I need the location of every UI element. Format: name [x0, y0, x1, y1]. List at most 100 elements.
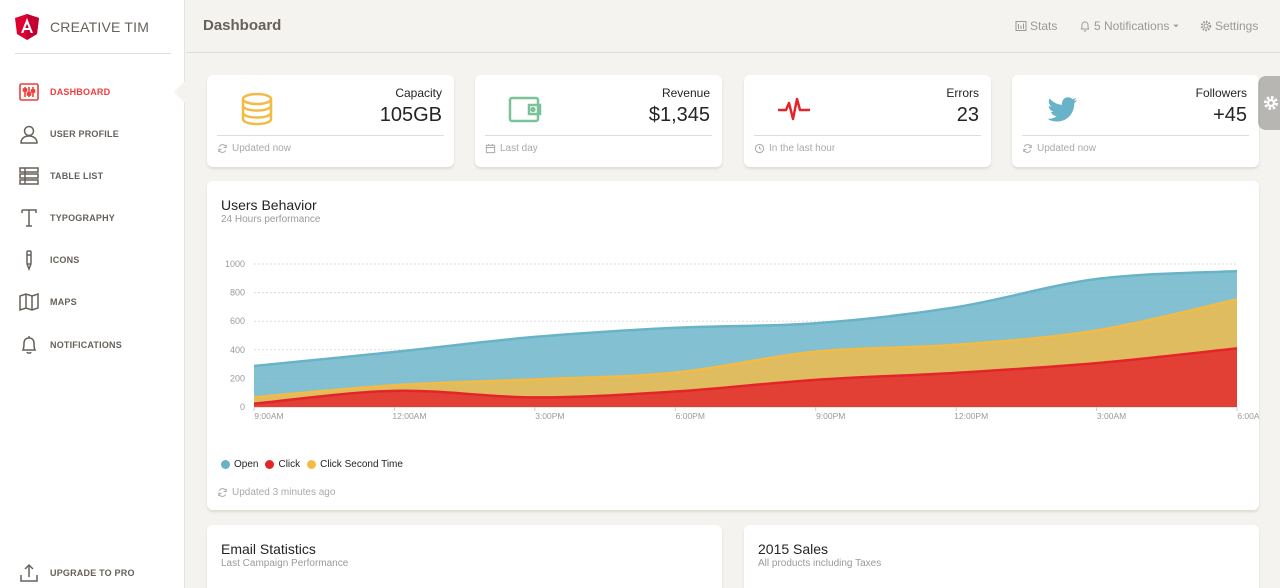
stat-footer: Updated now [217, 143, 291, 154]
sidebar-item-user-profile[interactable]: USER PROFILE [18, 119, 178, 149]
legend-dot [265, 460, 275, 469]
stat-footer-text: In the last hour [769, 143, 836, 154]
stats-label: Stats [1030, 19, 1058, 33]
sidebar-item-label: TABLE LIST [50, 171, 104, 181]
stat-value: 105GB [379, 104, 442, 126]
pencil-icon [26, 250, 32, 271]
stat-value: +45 [1213, 104, 1247, 126]
chart-footer: Updated 3 minutes ago [217, 487, 335, 498]
x-tick-label: 6:00PM [676, 411, 705, 421]
sidebar-item-table-list[interactable]: TABLE LIST [18, 161, 178, 191]
card-subtitle: Last Campaign Performance [221, 558, 349, 569]
card-title: Email Statistics [221, 541, 316, 557]
legend-item-click: Click [265, 459, 300, 470]
sidebar-item-label: TYPOGRAPHY [50, 213, 116, 223]
sidebar-item-label: DASHBOARD [50, 87, 111, 97]
stat-label: Capacity [395, 86, 442, 100]
y-tick-label: 600 [230, 316, 245, 326]
notifications-label: 5 Notifications [1094, 19, 1170, 33]
notifications-dropdown[interactable]: 5 Notifications [1079, 19, 1180, 33]
stat-label: Errors [946, 86, 979, 100]
line-click [253, 347, 1238, 405]
legend-dot [221, 460, 230, 469]
stat-label: Followers [1195, 86, 1247, 100]
x-tick-label: 3:00PM [535, 411, 564, 421]
settings-link[interactable]: Settings [1200, 19, 1258, 33]
stat-footer: Updated now [1022, 143, 1096, 154]
users-behavior-card: Users Behavior 24 Hours performance 0 200… [207, 181, 1259, 510]
y-tick-label: 200 [230, 373, 245, 383]
bell-icon [21, 336, 37, 354]
settings-label: Settings [1215, 19, 1259, 33]
chart-legend: Open Click Click Second Time [221, 459, 403, 470]
stat-card-revenue: Revenue $1,345 Last day [475, 75, 722, 167]
area-click [254, 348, 1237, 407]
y-tick-label: 0 [240, 402, 245, 412]
table-list-icon [19, 167, 39, 185]
chart-footer-text: Updated 3 minutes ago [232, 487, 336, 498]
x-tick-label: 12:00PM [954, 411, 988, 421]
sidebar-item-upgrade[interactable]: UPGRADE TO PRO [18, 558, 178, 588]
brand[interactable]: CREATIVE TIM [15, 12, 171, 54]
gear-icon [1200, 20, 1212, 32]
line-open [253, 269, 1238, 368]
sidebar-item-notifications[interactable]: NOTIFICATIONS [18, 330, 178, 360]
legend-label: Open [234, 459, 259, 470]
legend-label: Click [278, 459, 301, 470]
sidebar-item-maps[interactable]: MAPS [18, 287, 178, 317]
active-caret [174, 81, 185, 103]
stat-value: $1,345 [648, 104, 710, 126]
upload-icon [20, 563, 38, 582]
email-statistics-card: Email Statistics Last Campaign Performan… [207, 525, 722, 588]
chart-subtitle: 24 Hours performance [221, 214, 321, 225]
x-tick-label: 9:00PM [816, 411, 845, 421]
page-title: Dashboard [203, 17, 282, 34]
chevron-down-icon [1173, 24, 1180, 28]
legend-label: Click Second Time [320, 459, 403, 470]
dashboard-icon [19, 83, 39, 101]
users-behavior-chart: 0 200 400 600 800 1000 9:00AM 12:00AM 3:00PM 6:00… [225, 259, 1259, 421]
sidebar-item-label: UPGRADE TO PRO [50, 568, 135, 578]
stat-footer-text: Updated now [232, 143, 291, 154]
sidebar-item-icons[interactable]: ICONS [18, 245, 178, 275]
stat-card-capacity: Capacity 105GB Updated now [207, 75, 454, 167]
x-tick-label: 12:00AM [392, 411, 426, 421]
top-navbar: Dashboard Stats 5 Notifications Settings [186, 0, 1280, 53]
line-click-second-time [253, 298, 1238, 399]
card-title: 2015 Sales [758, 541, 829, 557]
sidebar-item-label: NOTIFICATIONS [50, 340, 122, 350]
refresh-icon [1023, 144, 1032, 153]
user-icon [20, 125, 38, 144]
refresh-icon [218, 144, 227, 153]
angular-logo-icon [15, 14, 39, 40]
divider [1022, 135, 1249, 136]
card-subtitle: All products including Taxes [758, 558, 882, 569]
stats-link[interactable]: Stats [1015, 19, 1057, 33]
sidebar-item-typography[interactable]: TYPOGRAPHY [18, 203, 178, 233]
sales-card: 2015 Sales All products including Taxes [744, 525, 1259, 588]
stat-footer-text: Last day [500, 143, 538, 154]
calendar-icon [485, 143, 496, 154]
database-icon [241, 92, 273, 126]
sidebar-item-label: MAPS [50, 297, 77, 307]
y-tick-label: 400 [230, 345, 245, 355]
stat-label: Revenue [661, 86, 710, 100]
sidebar-item-label: USER PROFILE [50, 129, 119, 139]
pulse-icon [778, 97, 810, 121]
divider [754, 135, 981, 136]
refresh-icon [218, 488, 227, 497]
twitter-icon [1047, 97, 1077, 122]
typography-icon [21, 209, 37, 227]
y-tick-label: 800 [230, 288, 245, 298]
stat-footer: In the last hour [754, 143, 835, 154]
sidebar-item-label: ICONS [50, 255, 80, 265]
stat-footer: Last day [485, 143, 538, 154]
sidebar-item-dashboard[interactable]: DASHBOARD [18, 77, 178, 107]
legend-dot [307, 460, 317, 469]
gear-icon [1264, 96, 1278, 110]
bell-icon [1080, 21, 1090, 32]
x-tick-label: 3:00AM [1097, 411, 1126, 421]
divider [217, 135, 444, 136]
settings-plugin-toggle[interactable] [1258, 76, 1280, 130]
stat-value: 23 [956, 104, 979, 126]
